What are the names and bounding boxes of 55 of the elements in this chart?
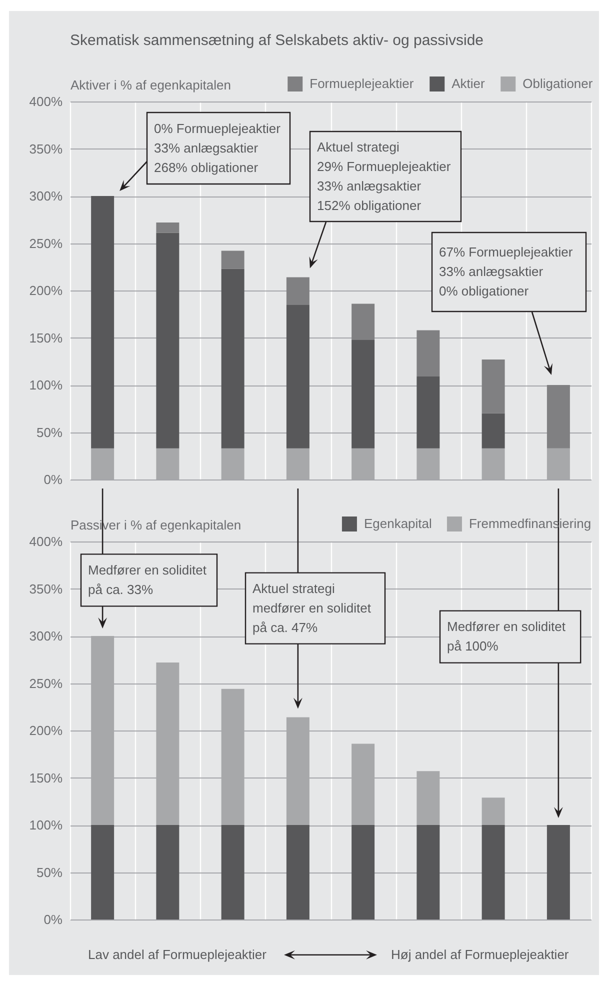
text: Lav andel af Formueplejeaktier <box>88 946 268 962</box>
bar <box>221 825 244 920</box>
y-tick-label: 50% <box>36 424 63 440</box>
bar <box>91 196 114 448</box>
bar <box>156 825 180 920</box>
bar <box>416 330 440 376</box>
bar <box>416 825 440 920</box>
bar <box>352 304 375 340</box>
bar <box>221 268 244 448</box>
y-tick-label: 0% <box>44 472 63 487</box>
annotation: 67% Formueplejeaktier 33% anlægsaktier 0% obligationer <box>439 244 574 298</box>
bar <box>91 825 114 920</box>
bar <box>546 825 570 920</box>
text: Høj andel af Formueplejeaktier <box>391 946 570 962</box>
annotation: Aktuel strategi medfører en soliditet på ca. 47% <box>252 580 372 635</box>
bar <box>156 222 180 233</box>
y-tick-label: 400% <box>29 534 63 549</box>
annotation: Aktuel strategi 29% Formueplejeaktier 33% anlægsaktier 152% obligationer <box>317 139 452 213</box>
bar <box>482 413 505 448</box>
y-tick-label: 350% <box>29 581 63 596</box>
y-tick-label: 150% <box>29 330 63 346</box>
y-tick-label: 350% <box>29 141 63 156</box>
y-tick-label: 200% <box>29 283 63 298</box>
y-tick-label: 400% <box>29 94 63 109</box>
annotation: Medfører en soliditet på ca. 33% <box>88 562 207 597</box>
bar <box>482 825 505 920</box>
y-tick-label: 300% <box>29 188 63 204</box>
y-tick-label: 0% <box>44 912 63 927</box>
y-tick-label: 100% <box>29 378 63 392</box>
bar <box>352 825 375 920</box>
y-axis-title: Aktiver i % af egenkapitalen <box>70 78 231 92</box>
legend-label: Formueplejeaktier <box>310 76 414 91</box>
bar <box>286 825 310 920</box>
bar <box>482 798 505 825</box>
y-tick-label: 100% <box>29 818 63 832</box>
bar <box>416 376 440 448</box>
bar <box>286 277 310 305</box>
y-tick-label: 250% <box>29 236 63 251</box>
y-tick-label: 250% <box>29 676 63 691</box>
y-tick-label: 300% <box>29 628 63 644</box>
legend-label: Obligationer <box>522 76 594 91</box>
y-tick-label: 50% <box>36 864 63 880</box>
annotation: 0% Formueplejeaktier 33% anlægsaktier 268% obligationer <box>154 120 282 175</box>
legend-label: Aktier <box>452 76 486 91</box>
y-tick-label: 150% <box>29 770 63 786</box>
bar <box>352 340 375 448</box>
legend-label: Egenkapital <box>364 516 432 531</box>
annotation: Medfører en soliditet på 100% <box>447 619 566 654</box>
bar <box>546 385 570 448</box>
bar <box>482 359 505 414</box>
y-tick-label: 200% <box>29 723 63 738</box>
bar <box>156 232 180 448</box>
chart-title: Skematisk sammensætning af Selskabets aktiv- og passivside <box>70 32 484 49</box>
bar <box>286 304 310 448</box>
bar <box>221 250 244 269</box>
